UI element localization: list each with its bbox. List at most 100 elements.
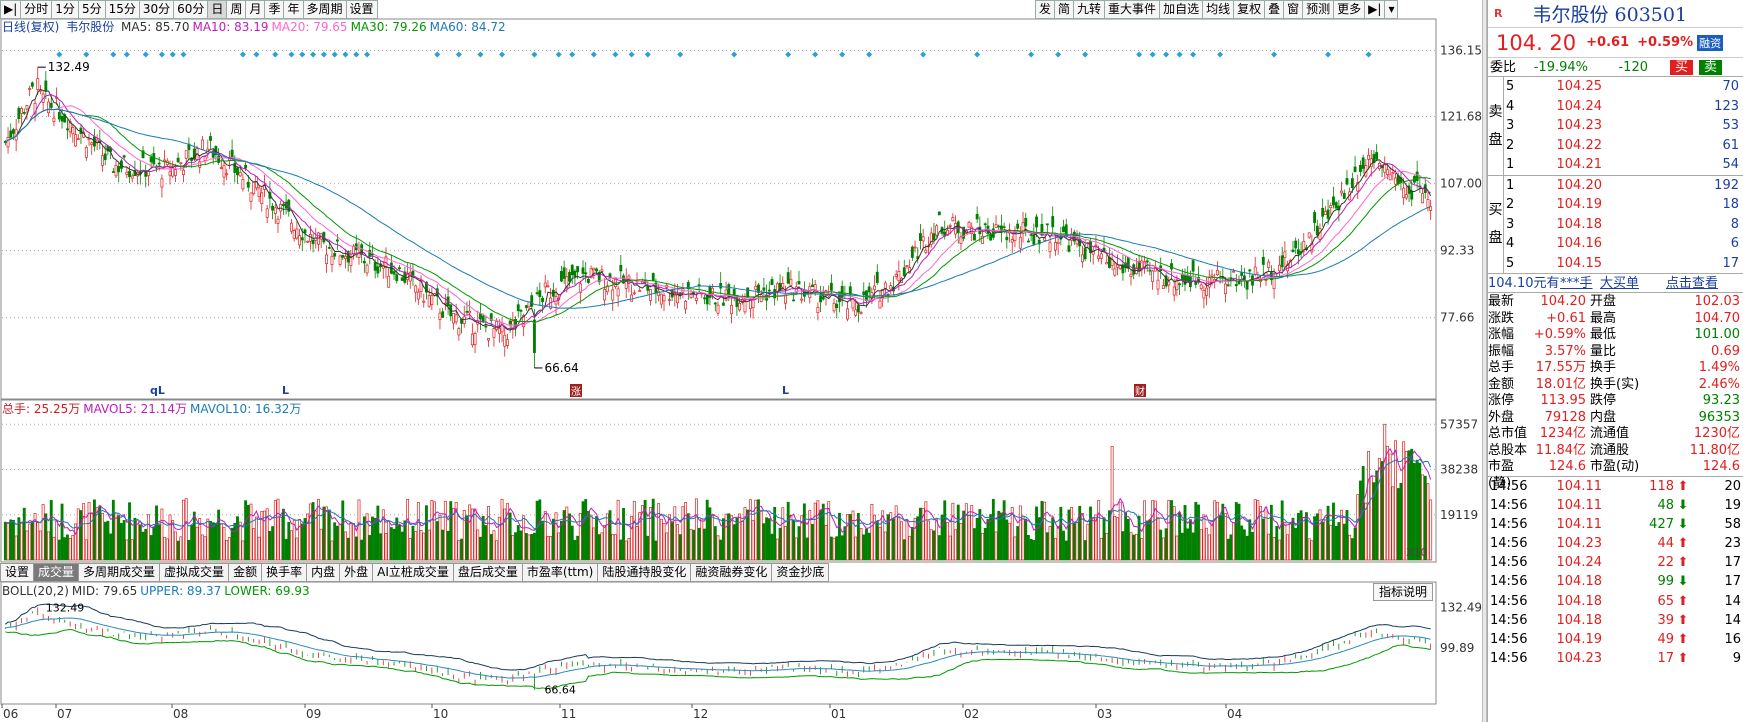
volume-bar (173, 531, 177, 561)
volume-bar (881, 510, 885, 561)
indicator-tab-7[interactable]: 外盘 (340, 563, 374, 582)
indicator-tab-4[interactable]: 金额 (229, 563, 263, 582)
nav-left-button[interactable]: ▶| (0, 0, 22, 19)
sell-level[interactable]: 3 104.23 53 (1504, 116, 1743, 136)
stat-row: 涨跌 +0.61 最高 104.70 (1488, 311, 1743, 328)
buy-level[interactable]: 2 104.19 18 (1504, 195, 1743, 215)
period-tab-0[interactable]: 分时 (21, 0, 53, 19)
volume-bar (1345, 510, 1349, 561)
tool-button-5[interactable]: 均线 (1203, 0, 1235, 19)
indicator-tab-13[interactable]: 资金抄底 (772, 563, 830, 582)
tick-row[interactable]: 14:56 104.18 99 ⬇ 17 (1488, 572, 1743, 591)
chart-area[interactable]: 136.15 121.68 107.00 92.33 77.66 132.49 66.64 q… (0, 0, 1482, 722)
tick-row[interactable]: 14:56 104.19 49 ⬆ 16 (1488, 630, 1743, 649)
signal-diamond (110, 51, 117, 58)
level-no: 3 (1506, 216, 1515, 232)
candle-body (1105, 261, 1109, 265)
tool-button-1[interactable]: 简 (1055, 0, 1075, 19)
tool-button-8[interactable]: 窗 (1284, 0, 1304, 19)
volume-bar (829, 536, 833, 561)
l-marker: L (782, 384, 789, 397)
buy-level[interactable]: 3 104.18 8 (1504, 215, 1743, 235)
volume-bar (549, 536, 553, 561)
period-tab-10[interactable]: 年 (284, 0, 304, 19)
big-order-view-link[interactable]: 点击查看 (1666, 276, 1719, 291)
buy-level[interactable]: 4 104.16 6 (1504, 234, 1743, 254)
sell-level[interactable]: 5 104.25 70 (1504, 77, 1743, 97)
indicator-tab-12[interactable]: 融资融券变化 (691, 563, 773, 582)
candle-body (535, 292, 539, 295)
period-tab-11[interactable]: 多周期 (303, 0, 347, 19)
period-tab-8[interactable]: 月 (246, 0, 266, 19)
big-order-type[interactable]: 大买单 (1600, 276, 1640, 291)
tick-row[interactable]: 14:56 104.11 427 ⬇ 58 (1488, 515, 1743, 534)
candle-body (811, 284, 814, 288)
sell-button[interactable]: 卖 (1699, 60, 1723, 75)
tool-button-0[interactable]: 发 (1035, 0, 1056, 19)
indicator-tab-11[interactable]: 陆股通持股变化 (598, 563, 692, 582)
volume-bar (757, 499, 760, 561)
indicator-tab-6[interactable]: 内盘 (307, 563, 341, 582)
tool-button-6[interactable]: 复权 (1234, 0, 1266, 19)
candle-body (743, 300, 747, 313)
kline-chart-svg[interactable]: 136.15 121.68 107.00 92.33 77.66 132.49 66.64 q… (0, 0, 1482, 722)
indicator-tab-8[interactable]: AI立桩成交量 (373, 563, 454, 582)
sell-level[interactable]: 4 104.24 123 (1504, 97, 1743, 117)
tick-row[interactable]: 14:56 104.24 22 ⬆ 17 (1488, 553, 1743, 572)
tick-row[interactable]: 14:56 104.11 118 ⬆ 20 (1488, 477, 1743, 496)
candle-body (1161, 285, 1165, 289)
volume-bar (1402, 441, 1406, 561)
tool-button-10[interactable]: 更多 (1334, 0, 1366, 19)
period-tab-4[interactable]: 30分 (139, 0, 175, 19)
buy-level[interactable]: 5 104.15 17 (1504, 254, 1743, 274)
sell-level[interactable]: 2 104.22 61 (1504, 136, 1743, 156)
rongzi-badge: 融资 (1697, 34, 1724, 51)
tool-button-7[interactable]: 叠 (1265, 0, 1285, 19)
period-tab-9[interactable]: 季 (265, 0, 285, 19)
tick-list[interactable]: 14:56 104.11 118 ⬆ 20 14:56 104.11 48 ⬇ 19 14:56 10… (1488, 477, 1743, 669)
indicator-tab-2[interactable]: 多周期成交量 (79, 563, 161, 582)
tool-button-4[interactable]: 加自选 (1160, 0, 1204, 19)
indicator-tab-0[interactable]: 设置 (0, 563, 35, 582)
period-tab-7[interactable]: 周 (227, 0, 247, 19)
volume-bar (1083, 540, 1087, 561)
tick-row[interactable]: 14:56 104.11 48 ⬇ 19 (1488, 496, 1743, 515)
candle-body (47, 101, 50, 114)
dropdown-icon[interactable]: ▾ (1385, 0, 1399, 19)
tool-button-3[interactable]: 重大事件 (1105, 0, 1161, 19)
volume-bar (608, 510, 612, 561)
indicator-tab-3[interactable]: 虚拟成交量 (160, 563, 230, 582)
period-tab-5[interactable]: 60分 (174, 0, 209, 19)
period-tab-2[interactable]: 5分 (78, 0, 106, 19)
tick-row[interactable]: 14:56 104.23 44 ⬆ 23 (1488, 534, 1743, 553)
buy-level[interactable]: 1 104.20 192 (1504, 176, 1743, 196)
tick-row[interactable]: 14:56 104.18 39 ⬆ 14 (1488, 611, 1743, 630)
indicator-tab-9[interactable]: 盘后成交量 (453, 563, 523, 582)
period-tab-3[interactable]: 15分 (105, 0, 140, 19)
tick-row[interactable]: 14:56 104.18 65 ⬆ 14 (1488, 592, 1743, 611)
sell-level[interactable]: 1 104.21 54 (1504, 155, 1743, 175)
period-tab-12[interactable]: 设置 (346, 0, 378, 19)
period-tab-6[interactable]: 日 (208, 0, 228, 19)
nav-right-icon[interactable]: ▶| (1365, 0, 1386, 19)
indicator-help-button[interactable]: 指标说明 (1373, 583, 1434, 601)
panel-divider[interactable] (1482, 0, 1487, 722)
volume-bar (1251, 531, 1254, 561)
candle-body (589, 268, 593, 279)
tool-button-9[interactable]: 预测 (1303, 0, 1335, 19)
tool-button-2[interactable]: 九转 (1074, 0, 1106, 19)
volume-bar (273, 500, 277, 561)
indicator-tab-5[interactable]: 换手率 (262, 563, 308, 582)
candle-body (114, 164, 118, 177)
signal-diamond (253, 51, 260, 58)
candle-body (152, 153, 156, 165)
candle-body (414, 285, 418, 293)
volume-bar (1261, 518, 1265, 561)
month-label: 08 (173, 707, 188, 721)
tick-row[interactable]: 14:56 104.23 17 ⬆ 9 (1488, 649, 1743, 668)
big-order-row[interactable]: 104.10元有 ***手 大买单 点击查看 (1488, 274, 1743, 293)
buy-button[interactable]: 买 (1670, 60, 1694, 75)
indicator-tab-1[interactable]: 成交量 (34, 563, 80, 582)
indicator-tab-10[interactable]: 市盈率(ttm) (522, 563, 599, 582)
period-tab-1[interactable]: 1分 (52, 0, 79, 19)
